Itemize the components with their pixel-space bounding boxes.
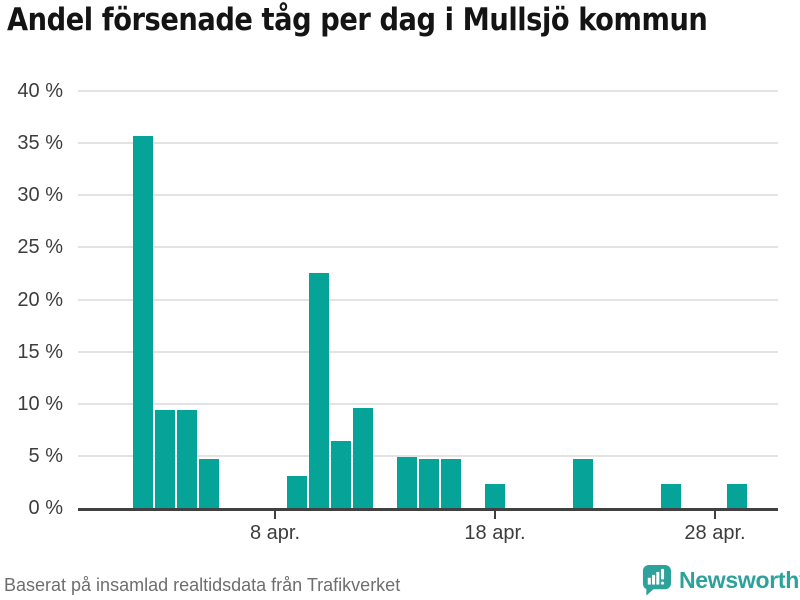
chart-title: Andel försenade tåg per dag i Mullsjö ko… <box>7 2 708 38</box>
bar-apr-11 <box>331 441 351 508</box>
y-tick-label-10: 10 % <box>17 392 63 415</box>
x-tick-apr-18 <box>494 511 496 519</box>
bar-apr-15 <box>419 459 439 508</box>
bar-apr-2 <box>133 135 153 508</box>
bar-apr-12 <box>353 407 373 508</box>
x-tick-label-apr-18: 18 apr. <box>464 522 526 544</box>
y-axis: 40 % 35 % 30 % 25 % 20 % 15 % 10 % 5 % 0 % <box>0 0 63 520</box>
x-tick-apr-28 <box>714 511 716 519</box>
newsworthy-bubble-chart-icon <box>642 564 672 596</box>
bar-apr-5 <box>199 459 219 508</box>
y-tick-label-15: 15 % <box>17 340 63 363</box>
y-tick-label-40: 40 % <box>17 80 63 102</box>
gridline-40 <box>78 90 778 92</box>
source-note: Baserat på insamlad realtidsdata från Tr… <box>4 575 401 595</box>
gridline-35 <box>78 142 778 145</box>
y-tick-label-20: 20 % <box>17 288 63 311</box>
y-tick-label-5: 5 % <box>28 444 63 467</box>
bar-apr-22 <box>573 459 593 508</box>
bar-apr-10 <box>309 273 329 508</box>
gridline-5 <box>78 454 778 457</box>
bar-apr-9 <box>287 475 307 508</box>
bar-apr-26 <box>661 484 681 508</box>
bar-apr-16 <box>441 459 461 508</box>
gridline-25 <box>78 246 778 249</box>
gridline-30 <box>78 194 778 197</box>
y-tick-label-35: 35 % <box>17 132 63 155</box>
gridline-15 <box>78 350 778 353</box>
x-tick-apr-8 <box>274 511 276 519</box>
plot-area: 8 apr. 18 apr. 28 apr. <box>78 90 778 544</box>
y-tick-label-0: 0 % <box>28 497 63 519</box>
y-tick-label-30: 30 % <box>17 184 63 207</box>
newsworthy-logo: Newsworthy <box>641 562 800 598</box>
gridline-10 <box>78 402 778 405</box>
bar-apr-18 <box>485 484 505 508</box>
bar-apr-3 <box>155 410 175 508</box>
x-tick-label-apr-8: 8 apr. <box>249 522 301 544</box>
bar-apr-4 <box>177 410 197 508</box>
gridline-20 <box>78 298 778 301</box>
y-tick-label-25: 25 % <box>17 236 63 259</box>
bar-apr-14 <box>397 456 417 508</box>
bar-apr-29 <box>727 484 747 508</box>
newsworthy-wordmark: Newsworthy <box>679 566 800 593</box>
x-tick-label-apr-28: 28 apr. <box>684 522 746 544</box>
